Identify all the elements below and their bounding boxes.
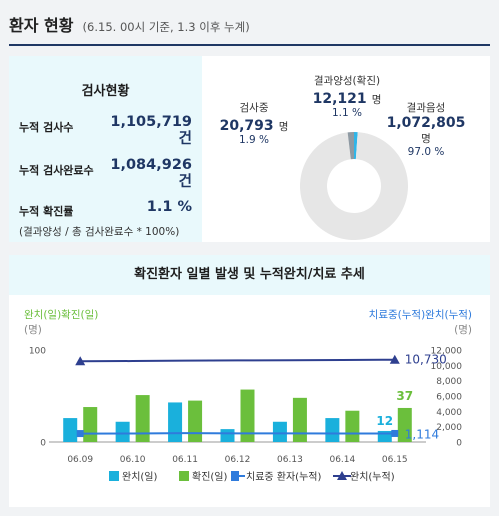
x-tick-label: 06.15 [382, 455, 408, 465]
title-subtitle: (6.15. 00시 기준, 1.3 이후 누계) [82, 20, 250, 34]
right-tick-label: 4,000 [436, 408, 462, 418]
legend-swatch [179, 471, 189, 481]
bar-confirmed-daily [83, 407, 98, 442]
legend-label: 확진(일) [192, 471, 228, 483]
legend-swatch [109, 471, 119, 481]
x-tick-label: 06.14 [329, 455, 355, 465]
page-title: 환자 현황 (6.15. 00시 기준, 1.3 이후 누계) [9, 12, 250, 36]
legend-swatch [231, 471, 239, 481]
bar-recovered-daily [168, 402, 183, 442]
stat-unit: 건 [178, 174, 192, 190]
stat-value-positive-rate: 1.1 % [146, 199, 192, 215]
title-main: 환자 현황 [9, 16, 74, 35]
left-axis-title: 완치(일)확진(일) [24, 308, 98, 321]
right-axis-title: 치료중(누적)완치(누적) [369, 308, 472, 321]
donut-segment-1 [300, 132, 408, 241]
x-tick-label: 06.09 [67, 455, 93, 465]
label-name: 검사중 [239, 102, 269, 114]
right-tick-label: 10,000 [431, 362, 463, 372]
test-result-donut: 결과양성(확진) 12,121 명 1.1 % 검사중 20,793 명 1.9… [202, 56, 490, 242]
donut-label-testing: 검사중 20,793 명 1.9 % [208, 100, 300, 146]
marker-triangle [75, 356, 86, 366]
label-value: 20,793 [219, 118, 274, 134]
test-stats-panel: 검사현황 누적 검사수 1,105,719 건 누적 검사완료수 1,084,9… [9, 56, 202, 242]
label-unit: 명 [278, 121, 289, 133]
stat-number: 1,084,926 [110, 157, 192, 173]
bar-recovered-daily [272, 421, 287, 442]
left-tick-label: 0 [40, 439, 46, 449]
label-name: 결과양성(확진) [313, 75, 381, 87]
marker-square [76, 430, 84, 438]
right-tick-label: 6,000 [436, 393, 462, 403]
line-recovered-cumulative [80, 358, 395, 363]
bar-recovered-daily [115, 421, 130, 442]
data-label-recovered: 12 [376, 414, 393, 428]
trend-chart-card: 확진환자 일별 발생 및 누적완치/치료 추세 완치(일)확진(일) (명) 치료중… [9, 255, 490, 507]
marker-triangle [389, 354, 400, 364]
bar-confirmed-daily [292, 397, 307, 442]
x-tick-label: 06.12 [225, 455, 251, 465]
stat-label-completed-tests: 누적 검사완료수 [19, 164, 94, 177]
bar-confirmed-daily [135, 395, 150, 442]
donut-label-negative: 결과음성 1,072,805 명 97.0 % [386, 100, 466, 158]
left-tick-label: 100 [29, 347, 46, 357]
x-tick-label: 06.10 [120, 455, 146, 465]
right-tick-label: 12,000 [431, 347, 463, 357]
x-tick-label: 06.11 [172, 455, 198, 465]
label-unit: 명 [421, 133, 431, 145]
bar-confirmed-daily [397, 407, 412, 442]
label-unit: 명 [371, 94, 382, 106]
bar-confirmed-daily [188, 400, 203, 442]
bar-recovered-daily [63, 418, 78, 442]
legend-label: 완치(누적) [350, 471, 395, 483]
right-tick-label: 8,000 [436, 377, 462, 387]
label-value: 12,121 [312, 91, 367, 107]
right-axis-unit: (명) [454, 324, 472, 336]
label-value: 1,072,805 [386, 115, 466, 131]
stat-value-completed-tests: 1,084,926 건 [110, 157, 192, 191]
bar-confirmed-daily [345, 410, 360, 442]
bar-recovered-daily [325, 418, 340, 442]
legend-label: 치료중 환자(누적) [246, 471, 321, 483]
trend-chart: 완치(일)확진(일)(명)치료중(누적)완치(누적)(명)100012,0001… [24, 308, 472, 483]
stat-value-total-tests: 1,105,719 건 [110, 114, 192, 148]
x-tick-label: 06.13 [277, 455, 303, 465]
bar-recovered-daily [220, 429, 235, 442]
legend-label: 완치(일) [122, 471, 158, 483]
stats-heading: 검사현황 [81, 84, 130, 99]
stat-label-total-tests: 누적 검사수 [19, 121, 74, 134]
label-name: 결과음성 [406, 102, 446, 114]
donut-label-positive: 결과양성(확진) 12,121 명 1.1 % [302, 73, 392, 119]
legend-swatch [337, 471, 347, 480]
left-axis-unit: (명) [24, 324, 42, 336]
stats-footnote: (결과양성 / 총 검사완료수 * 100%) [19, 226, 180, 238]
stat-unit: 건 [178, 131, 192, 147]
chart-title: 확진환자 일별 발생 및 누적완치/치료 추세 [9, 255, 490, 295]
label-pct: 1.9 % [238, 134, 269, 146]
data-label-in-treatment: 1,114 [405, 427, 439, 441]
label-pct: 1.1 % [331, 107, 362, 119]
bar-recovered-daily [377, 430, 392, 442]
stat-number: 1,105,719 [110, 114, 192, 130]
data-label-recovered-cumulative: 10,730 [405, 353, 447, 367]
donut-segment-2 [347, 132, 354, 160]
donut-chart [300, 132, 408, 241]
right-tick-label: 0 [456, 439, 462, 449]
donut-segment-0 [354, 132, 358, 160]
marker-square [391, 429, 399, 437]
bar-confirmed-daily [240, 389, 255, 442]
test-status-card: 검사현황 누적 검사수 1,105,719 건 누적 검사완료수 1,084,9… [9, 56, 490, 242]
label-pct: 97.0 % [407, 146, 445, 158]
title-rule [9, 44, 490, 46]
stat-label-positive-rate: 누적 확진률 [19, 205, 74, 218]
right-tick-label: 2,000 [436, 423, 462, 433]
data-label-confirmed: 37 [396, 389, 413, 403]
